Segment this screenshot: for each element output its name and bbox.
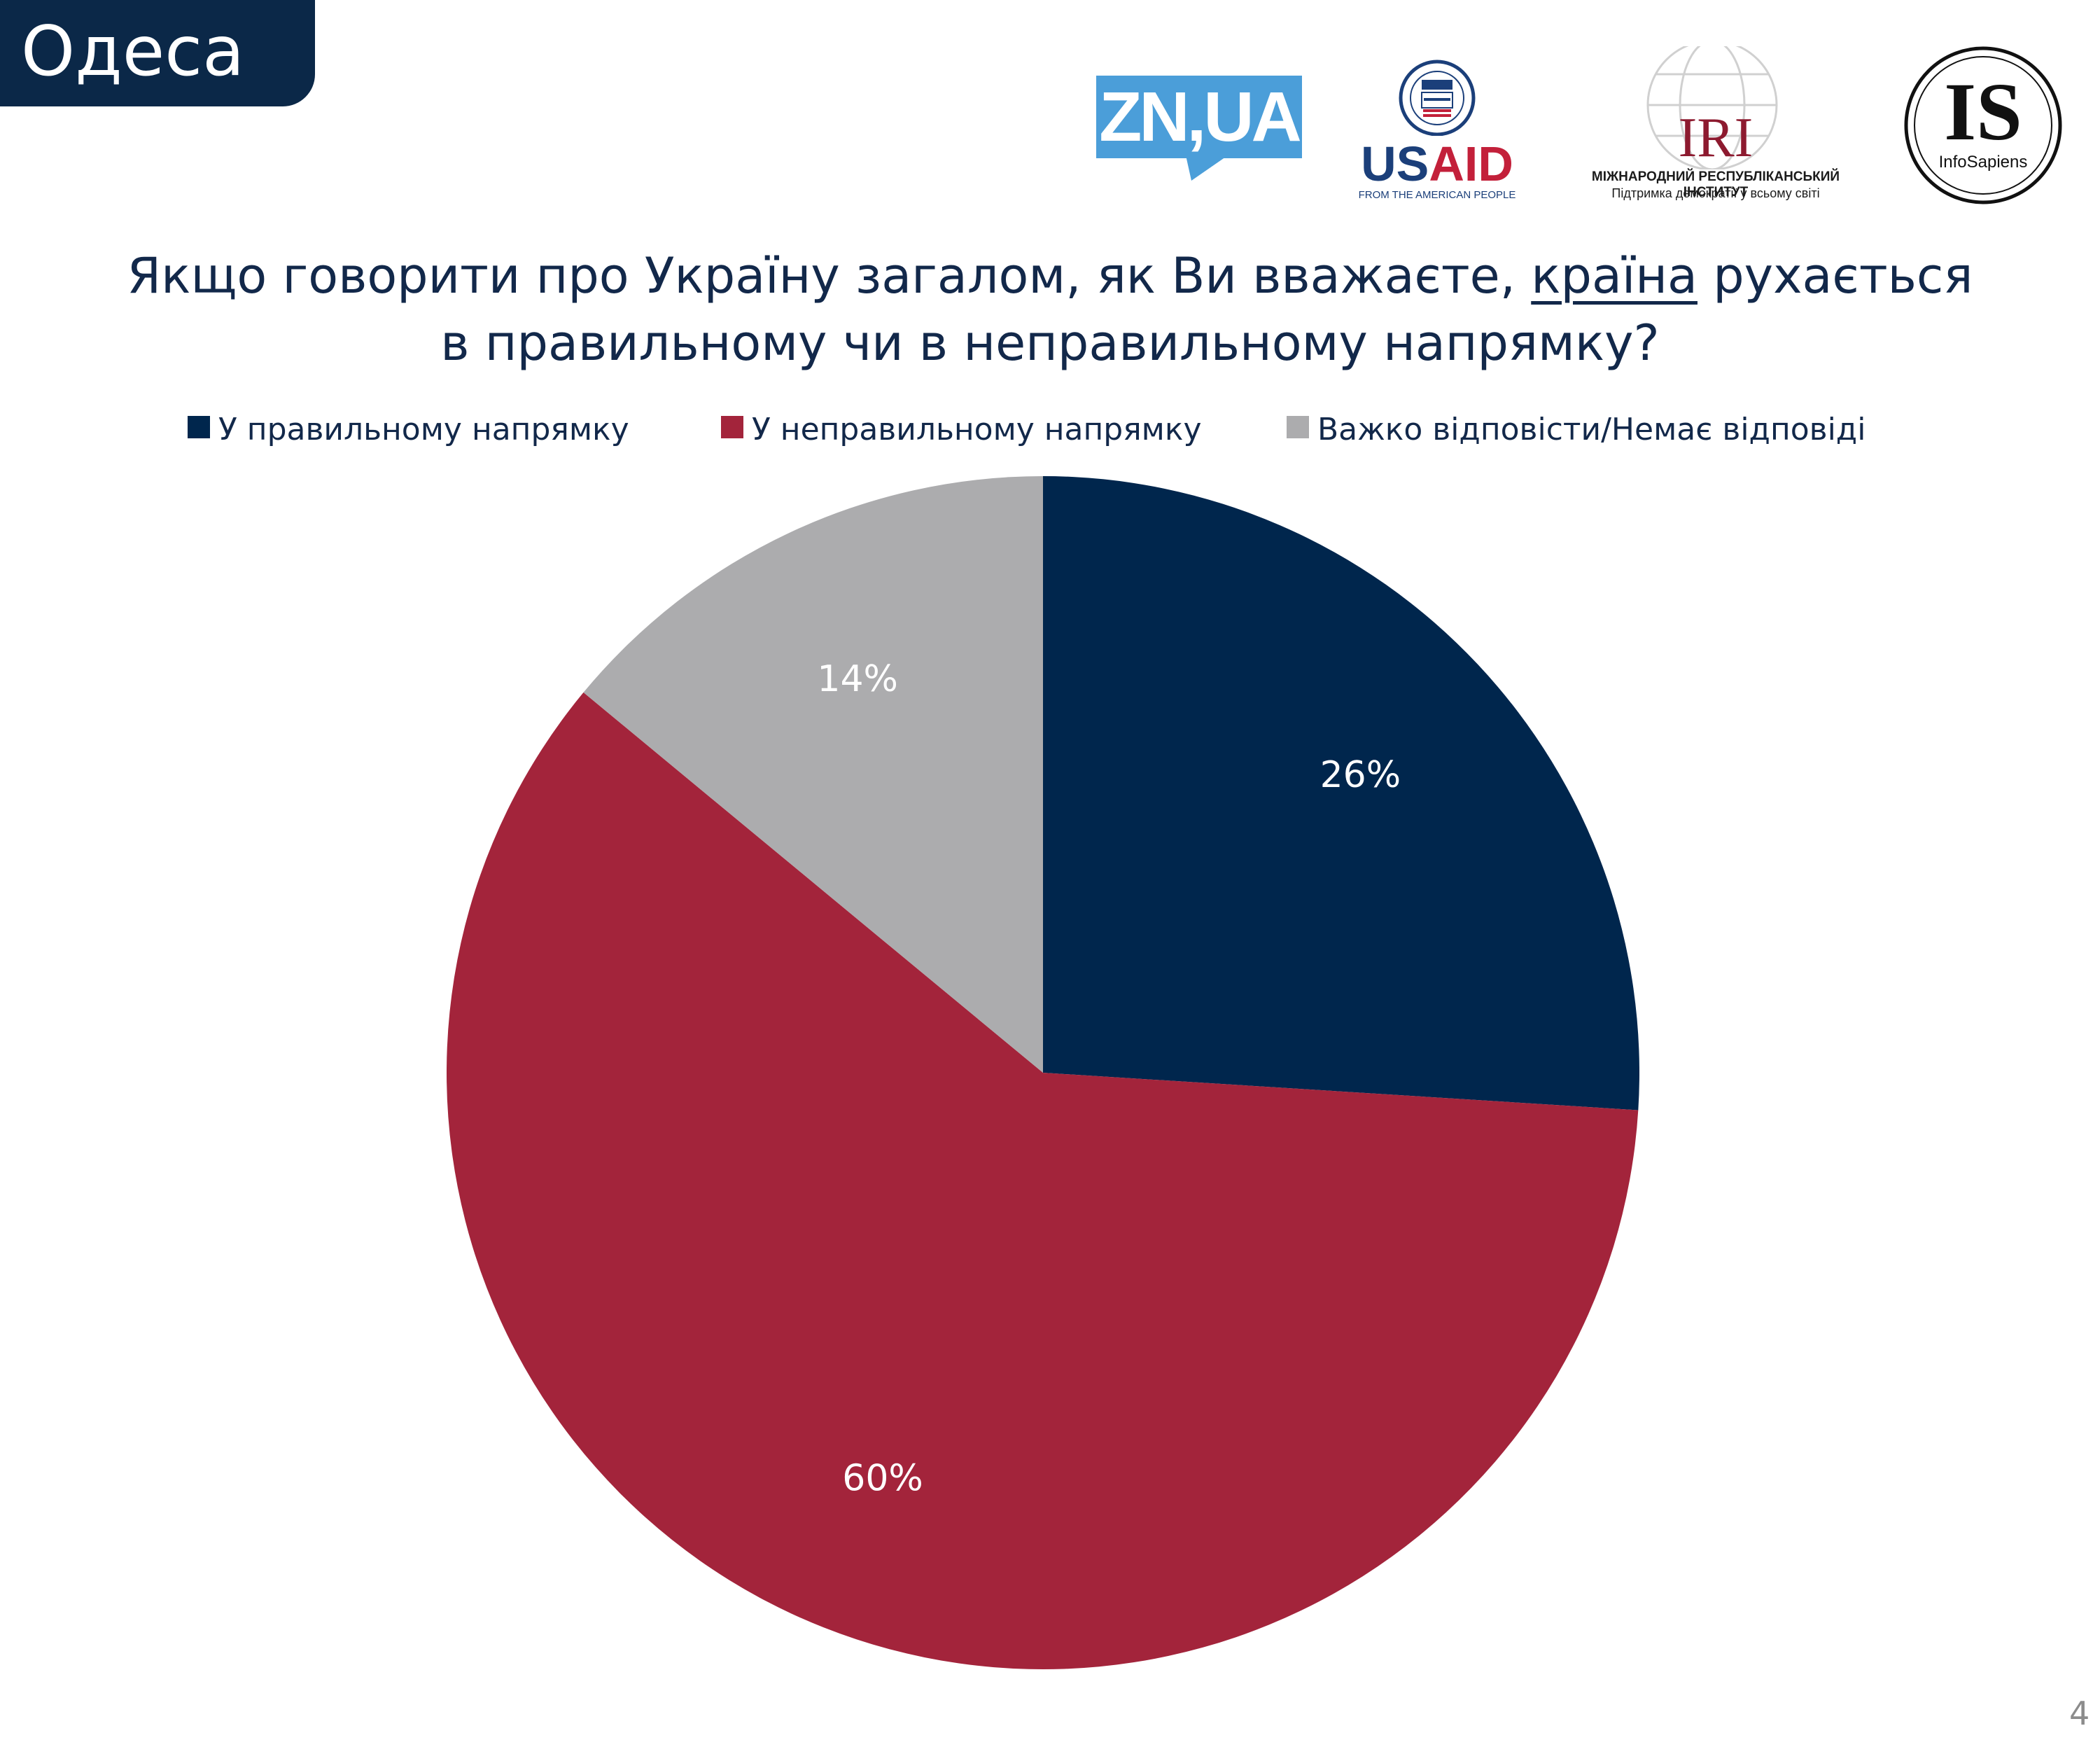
usaid-tagline: FROM THE AMERICAN PEOPLE — [1358, 189, 1516, 201]
chart-title-line-1: Якщо говорити про Україну загалом, як Ви… — [42, 242, 2058, 309]
chart-title-underlined: країна — [1531, 247, 1698, 305]
zn-ua-logo: ZN,UA — [1096, 76, 1302, 181]
iri-slogan: Підтримка демократії у всьому світі — [1611, 186, 1820, 200]
infosapiens-name: InfoSapiens — [1938, 153, 2028, 172]
zn-ua-logo-text: ZN,UA — [1099, 78, 1302, 156]
pie-slice — [1043, 476, 1640, 1111]
chart-title: Якщо говорити про Україну загалом, як Ви… — [42, 242, 2058, 377]
usaid-wordmark-aid: AID — [1429, 137, 1513, 191]
speech-bubble-tail-icon — [1186, 155, 1228, 181]
legend-swatch — [721, 416, 743, 438]
chart-title-line-2: в правильному чи в неправильному напрямк… — [440, 314, 1660, 372]
infosapiens-logo: IS InfoSapiens — [1901, 43, 2065, 207]
page-number: 4 — [2069, 1694, 2090, 1732]
chart-title-part: Якщо говорити про Україну загалом, як Ви… — [127, 247, 1532, 305]
infosapiens-ring-icon — [1904, 46, 2062, 204]
region-title: Одеса — [21, 12, 245, 92]
legend-label: Важко відповісти/Немає відповіді — [1317, 412, 1866, 447]
legend-item: У правильному напрямку — [188, 406, 629, 452]
iri-name: МІЖНАРОДНИЙ РЕСПУБЛІКАНСЬКИЙ ІНСТИТУТ — [1591, 169, 1840, 200]
chart-title-part: рухається — [1697, 247, 1973, 305]
legend-item: Важко відповісти/Немає відповіді — [1287, 406, 1865, 452]
usaid-seal-icon — [1399, 60, 1476, 137]
iri-mark: IRI — [1678, 107, 1754, 169]
infosapiens-monogram: IS — [1944, 66, 2022, 158]
legend-item: У неправильному напрямку — [721, 406, 1202, 452]
usaid-logo: USAID FROM THE AMERICAN PEOPLE — [1348, 59, 1526, 203]
legend-label: У неправильному напрямку — [752, 412, 1202, 447]
iri-logo: IRI МІЖНАРОДНИЙ РЕСПУБЛІКАНСЬКИЙ ІНСТИТУ… — [1558, 39, 1873, 207]
usaid-wordmark: USAID — [1348, 139, 1526, 189]
region-tab: Одеса — [0, 0, 315, 106]
legend-swatch — [188, 416, 210, 438]
slice-data-label: 26% — [1320, 754, 1401, 796]
legend-label: У правильному напрямку — [218, 412, 629, 447]
usaid-wordmark-us: US — [1361, 137, 1429, 191]
slice-data-label: 60% — [842, 1457, 923, 1499]
pie-slice — [583, 476, 1043, 1073]
slice-data-label: 14% — [817, 658, 898, 700]
legend-swatch — [1287, 416, 1309, 438]
pie-slice — [447, 692, 1639, 1669]
